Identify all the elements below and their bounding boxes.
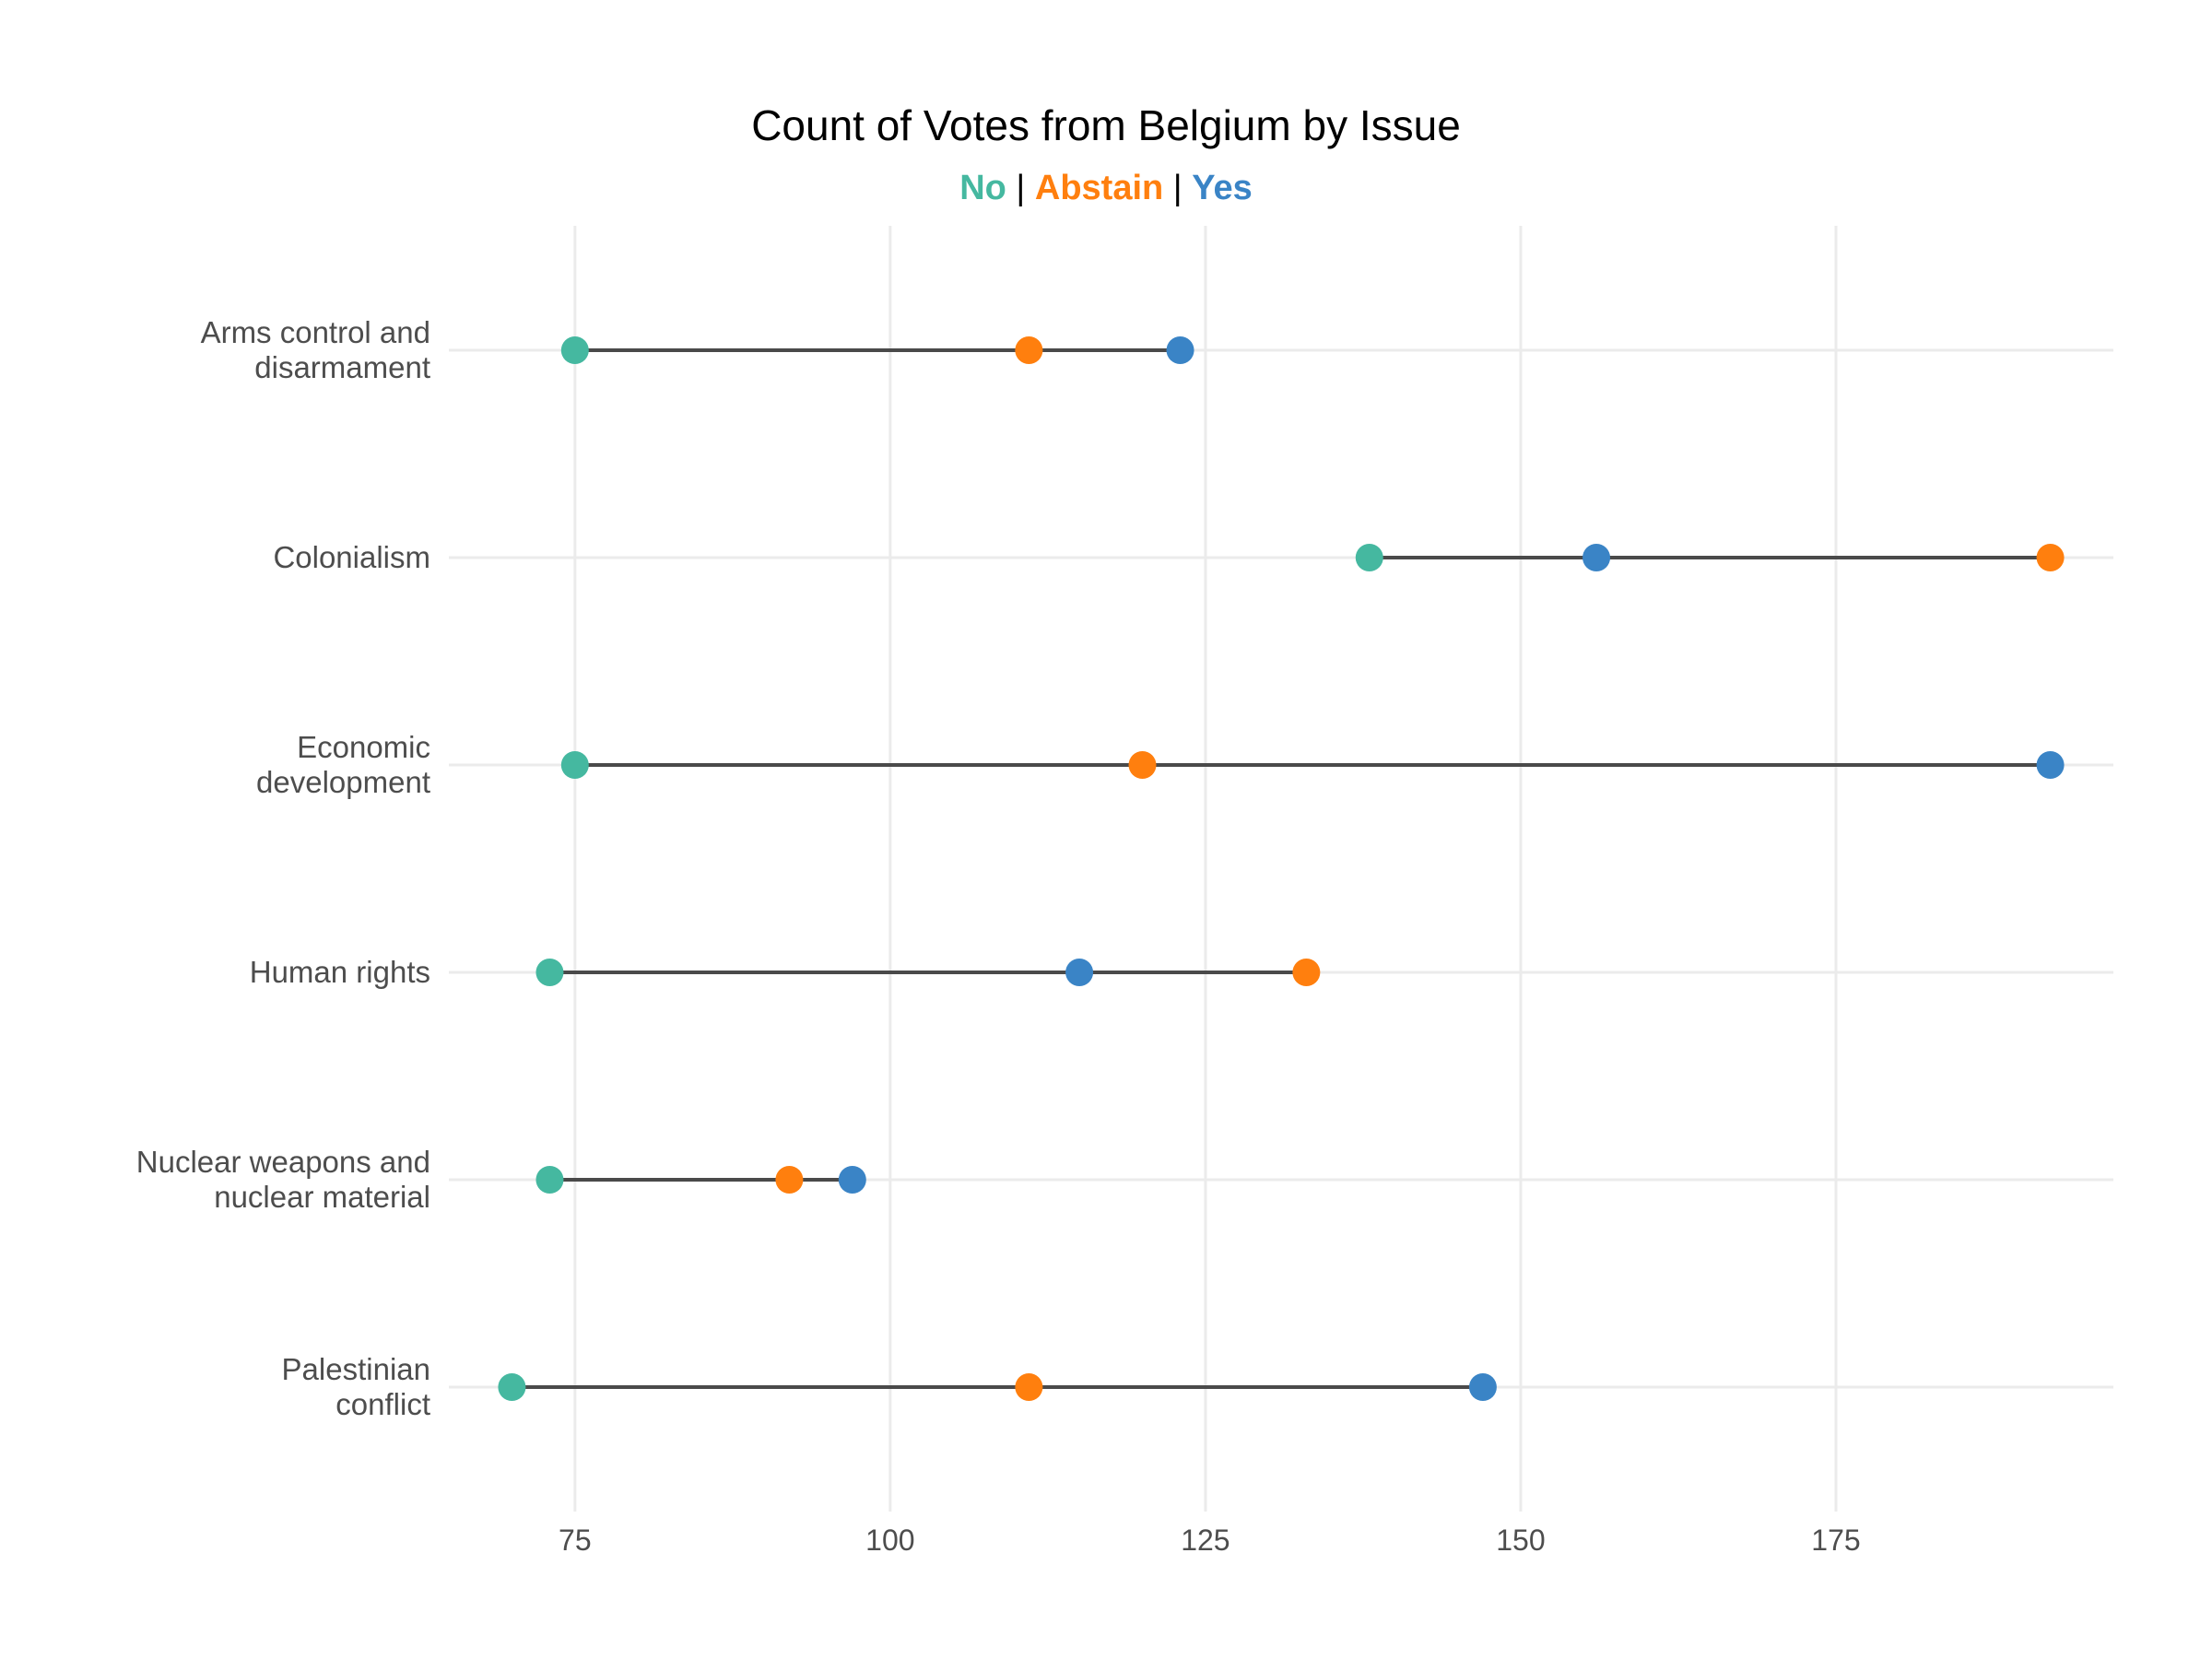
- category-label-line: conflict: [335, 1387, 430, 1421]
- category-label-line: Colonialism: [273, 540, 430, 574]
- category-label-line: Nuclear weapons and: [136, 1145, 430, 1179]
- axis-labels: 75 100 125 150 175 Arms control and disarmamen…: [136, 315, 1861, 1557]
- point-yes: [2036, 751, 2065, 779]
- category-label-line: Economic: [297, 730, 430, 764]
- legend-entry-abstain: Abstain: [1035, 169, 1163, 207]
- x-tick-label-150: 150: [1496, 1524, 1545, 1557]
- legend-separator: |: [1006, 169, 1035, 207]
- category-label-line: disarmament: [254, 350, 430, 384]
- point-yes: [1065, 959, 1094, 986]
- chart-title: Count of Votes from Belgium by Issue: [751, 101, 1461, 149]
- plot-marks: [498, 336, 2065, 1401]
- category-label-line: Human rights: [250, 955, 430, 989]
- grid: [449, 226, 2113, 1512]
- category-label: Nuclear weapons and nuclear material: [136, 1145, 430, 1214]
- point-no: [535, 959, 564, 986]
- point-yes: [1166, 336, 1194, 364]
- point-no: [498, 1373, 526, 1401]
- x-tick-label-100: 100: [865, 1524, 914, 1557]
- category-label-line: Arms control and: [201, 315, 430, 349]
- point-abstain: [1128, 751, 1157, 779]
- point-abstain: [775, 1166, 804, 1194]
- category-label: Economic development: [256, 730, 430, 799]
- point-no: [560, 751, 589, 779]
- category-label-line: Palestinian: [282, 1352, 430, 1386]
- category-label-line: development: [256, 765, 430, 799]
- point-yes: [838, 1166, 866, 1194]
- point-abstain: [1015, 1373, 1043, 1401]
- point-no: [1355, 544, 1383, 571]
- x-tick-label-125: 125: [1181, 1524, 1230, 1557]
- point-yes: [1583, 544, 1611, 571]
- category-label-line: nuclear material: [214, 1180, 430, 1214]
- category-label: Colonialism: [273, 540, 430, 574]
- point-abstain: [1015, 336, 1043, 364]
- x-tick-label-175: 175: [1811, 1524, 1860, 1557]
- chart-legend-subtitle: No | Abstain | Yes: [959, 169, 1253, 207]
- point-no: [535, 1166, 564, 1194]
- legend-separator: |: [1163, 169, 1192, 207]
- category-label: Human rights: [250, 955, 430, 989]
- category-label: Arms control and disarmament: [201, 315, 430, 384]
- category-label: Palestinian conflict: [282, 1352, 430, 1421]
- point-abstain: [1292, 959, 1321, 986]
- point-no: [560, 336, 589, 364]
- legend-entry-yes: Yes: [1192, 169, 1253, 207]
- legend-entry-no: No: [959, 169, 1006, 207]
- x-tick-label-75: 75: [559, 1524, 592, 1557]
- point-abstain: [2036, 544, 2065, 571]
- point-yes: [1468, 1373, 1497, 1401]
